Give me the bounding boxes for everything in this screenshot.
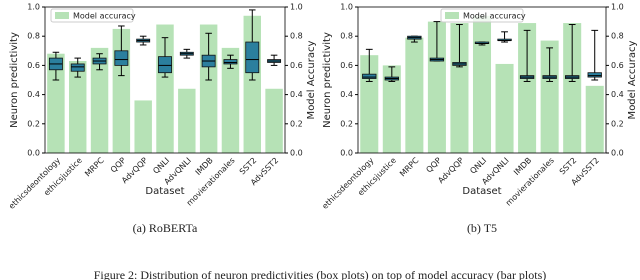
y2-tick-label: 0.8 [290, 32, 303, 41]
bar [265, 88, 283, 153]
bar [518, 23, 537, 154]
bar [495, 63, 514, 153]
y2-tick-label: 0.8 [611, 32, 624, 41]
y-axis-label: Neuron predictivity [322, 32, 333, 128]
y2-tick-label: 0.0 [611, 149, 624, 158]
y-tick-label: 0.8 [340, 32, 353, 41]
y2-axis-label: Model Accuracy [627, 40, 638, 119]
y2-tick-label: 0.4 [290, 90, 303, 99]
bar [427, 21, 446, 153]
box [245, 41, 260, 74]
y2-tick-label: 0.2 [290, 119, 303, 128]
bar [472, 15, 492, 154]
x-tick-label: MRPC [398, 156, 421, 179]
bar [540, 40, 559, 153]
bar [450, 23, 469, 154]
y-axis-label: Neuron predictivity [9, 32, 20, 128]
y2-tick-label: 0.4 [611, 90, 624, 99]
y2-tick-label: 0.2 [611, 119, 624, 128]
x-tick-label: MRPC [83, 156, 106, 179]
legend-box [50, 8, 134, 23]
subplot-caption: (a) RoBERTa [133, 221, 198, 235]
y2-tick-label: 0.6 [290, 61, 303, 70]
x-axis-label: Dataset [145, 186, 184, 197]
box [587, 72, 602, 78]
bar [360, 55, 379, 153]
bar [405, 37, 424, 153]
legend-box [440, 8, 524, 23]
bar [382, 65, 401, 153]
box [70, 63, 85, 72]
y-tick-label: 0.2 [27, 119, 40, 128]
legend-label: Model accuracy [73, 12, 136, 21]
legend-swatch [445, 12, 459, 19]
y-tick-label: 0.6 [340, 61, 353, 70]
bar [47, 53, 65, 153]
x-tick-label: QQP [424, 156, 443, 175]
bar [69, 61, 87, 153]
bar [585, 85, 604, 153]
box [114, 50, 129, 66]
box [362, 73, 377, 79]
box [158, 56, 172, 74]
bar [178, 88, 196, 153]
y2-tick-label: 0.0 [290, 149, 303, 158]
bar [134, 100, 152, 153]
subplot-caption: (b) T5 [467, 221, 497, 235]
box [223, 59, 238, 65]
plot-frame [357, 6, 607, 154]
bar [563, 23, 582, 154]
y-tick-label: 0.4 [27, 90, 40, 99]
x-axis-label: Dataset [462, 186, 501, 197]
y2-tick-label: 0.6 [611, 61, 624, 70]
y-tick-label: 0.2 [340, 119, 353, 128]
x-tick-label: QNLI [468, 156, 488, 176]
legend-swatch [55, 12, 69, 19]
y-tick-label: 0.8 [27, 32, 40, 41]
bar [90, 47, 109, 153]
x-tick-label: SST2 [558, 156, 579, 177]
x-tick-label: QQP [109, 156, 128, 175]
y-tick-label: 0.4 [340, 90, 353, 99]
y-tick-label: 1.0 [27, 3, 40, 12]
y2-tick-label: 1.0 [611, 3, 624, 12]
y-tick-label: 0.0 [27, 149, 40, 158]
legend-label: Model accuracy [463, 12, 526, 21]
y-tick-label: 0.6 [27, 61, 40, 70]
bar [221, 47, 240, 153]
x-tick-label: QNLI [151, 156, 171, 176]
y2-tick-label: 1.0 [290, 3, 303, 12]
y2-axis-label: Model Accuracy [306, 40, 317, 119]
y-tick-label: 0.0 [340, 149, 353, 158]
y-tick-label: 1.0 [340, 3, 353, 12]
figure-caption: Figure 2: Distribution of neuron predict… [94, 268, 547, 280]
plot-frame [44, 6, 286, 154]
